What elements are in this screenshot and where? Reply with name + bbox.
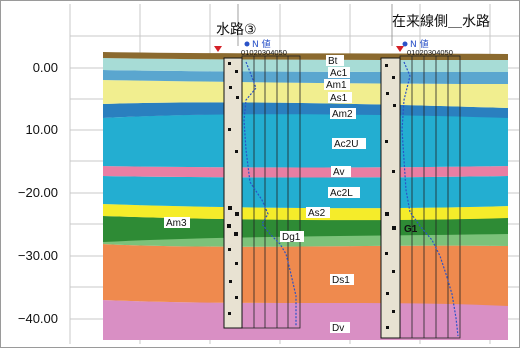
boring-texture-left — [227, 62, 239, 315]
y-tick-label: 10.00 — [25, 122, 58, 137]
layer-ac2l — [103, 176, 508, 209]
layer-label-ds1: Ds1 — [332, 275, 350, 286]
label-box — [328, 67, 350, 78]
texture-dot — [385, 140, 388, 143]
boring-column-right — [380, 57, 401, 339]
label-box — [164, 217, 190, 228]
layer-label-av: Av — [333, 167, 345, 178]
label-box — [306, 207, 330, 218]
texture-dot — [235, 296, 238, 299]
n-value-label-right: N 値 — [410, 38, 429, 50]
label-box — [330, 322, 350, 333]
label-box — [324, 79, 350, 90]
texture-dot — [228, 312, 231, 315]
title-left-boring: 水路③ — [216, 22, 257, 38]
texture-dot — [392, 76, 395, 79]
texture-dot — [385, 252, 388, 255]
layer-labels: Bt Ac1 Am1 As1 Am2 Ac2U Av Ac2L As2 Am3 … — [164, 55, 418, 334]
texture-dot — [229, 280, 232, 283]
texture-dot — [236, 96, 239, 99]
label-box — [331, 166, 351, 177]
texture-dot — [234, 232, 238, 236]
water-level-marker-left — [214, 46, 222, 52]
layer-label-dg1: Dg1 — [282, 232, 301, 243]
layer-label-bt: Bt — [328, 56, 338, 67]
n-value-legend-dot-left — [244, 41, 250, 47]
boring-log-right — [380, 57, 401, 339]
texture-dot — [228, 248, 231, 251]
label-box — [332, 138, 366, 149]
n-value-grid-right — [399, 55, 461, 339]
y-tick-label: −20.00 — [18, 185, 58, 200]
layer-dv — [103, 300, 508, 340]
layer-as1 — [103, 80, 508, 108]
texture-dot — [386, 326, 389, 329]
layer-label-ac1: Ac1 — [330, 68, 348, 79]
layer-ac2u — [103, 113, 508, 168]
n-value-profile-left — [243, 61, 297, 326]
label-box — [328, 187, 360, 198]
texture-dot — [235, 150, 238, 153]
label-box — [330, 274, 354, 285]
texture-dot — [392, 170, 395, 173]
n-value-label-left: N 値 — [252, 38, 271, 50]
layer-bt — [103, 52, 508, 60]
n-scale-ticks-right: 01020304050 — [407, 48, 453, 57]
layer-label-ac2u: Ac2U — [334, 139, 358, 150]
layer-label-as1: As1 — [330, 93, 348, 104]
layer-am1 — [103, 70, 508, 84]
texture-dot — [393, 104, 396, 107]
texture-dot — [392, 226, 396, 230]
layer-av — [103, 166, 508, 178]
texture-dot — [385, 212, 389, 216]
texture-dot — [392, 310, 395, 313]
texture-dot — [386, 92, 389, 95]
layer-label-am3: Am3 — [166, 218, 187, 229]
n-value-legend-dot-right — [402, 41, 408, 47]
y-tick-label: −40.00 — [18, 311, 58, 326]
layer-am2 — [103, 102, 508, 118]
y-tick-label: −30.00 — [18, 248, 58, 263]
layer-am3 — [103, 216, 508, 242]
layer-label-am1: Am1 — [326, 80, 347, 91]
layer-label-ac2l: Ac2L — [330, 188, 353, 199]
boring-texture-right — [385, 64, 396, 329]
texture-dot — [228, 128, 231, 131]
boring-log-left — [223, 57, 243, 329]
label-box — [280, 231, 304, 242]
label-box — [328, 92, 352, 103]
texture-dot — [385, 64, 388, 67]
label-box — [330, 108, 356, 119]
title-right-boring: 在来線側＿水路 — [392, 14, 490, 30]
boring-column-left — [223, 57, 243, 329]
label-box — [326, 55, 344, 66]
y-tick-label: 0.00 — [33, 60, 58, 75]
texture-dot — [235, 70, 238, 73]
texture-dot — [392, 270, 395, 273]
strata — [103, 52, 508, 340]
texture-dot — [235, 262, 238, 265]
layer-label-as2: As2 — [308, 208, 326, 219]
n-scale-ticks-left: 01020304050 — [241, 48, 287, 57]
layer-as2 — [103, 204, 508, 221]
layer-ds1 — [103, 244, 508, 306]
texture-dot — [235, 212, 239, 216]
texture-dot — [228, 62, 231, 65]
water-level-marker-right — [396, 46, 404, 52]
n-value-profile-right — [401, 61, 459, 337]
layer-label-g1: G1 — [404, 224, 418, 235]
layer-ac1 — [103, 58, 508, 72]
layer-label-am2: Am2 — [332, 109, 353, 120]
texture-dot — [229, 86, 232, 89]
layer-label-dv: Dv — [332, 323, 344, 334]
texture-dot — [228, 206, 232, 210]
texture-dot — [227, 224, 231, 228]
texture-dot — [386, 292, 389, 295]
